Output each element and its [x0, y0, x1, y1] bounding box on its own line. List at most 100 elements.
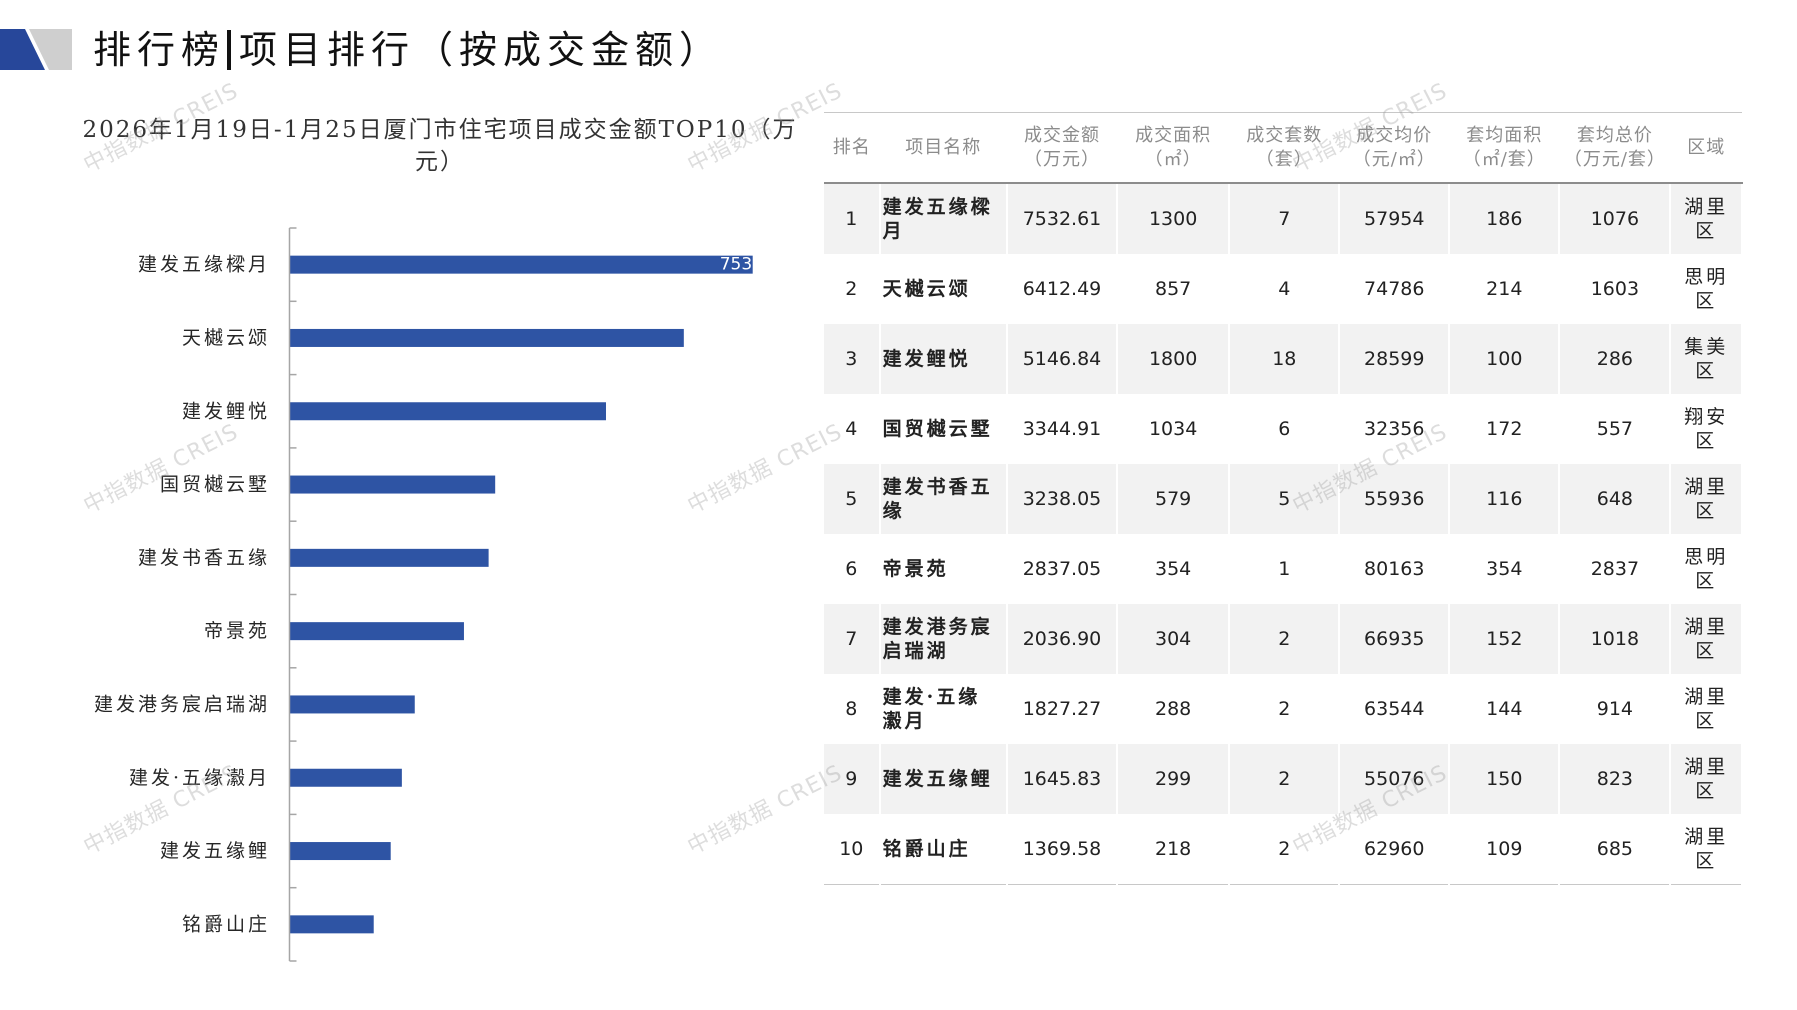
- ranking-table: 排名 项目名称 成交金额（万元） 成交面积（㎡） 成交套数（套） 成交均价（元/㎡） 套均面…: [824, 112, 1743, 885]
- table-body: 1 建发五缘樑月 7532.61 1300 7 57954 186 1076 湖里区 2 天樾云颂 6…: [824, 183, 1743, 885]
- avg-price-cell: 63544: [1339, 674, 1451, 744]
- avg-unit-total-price-cell: 914: [1559, 674, 1672, 744]
- deal-amount-cell: 7532.61: [1006, 183, 1118, 254]
- avg-unit-total-price-cell: 557: [1559, 394, 1672, 464]
- deal-area-cell: 857: [1116, 254, 1231, 324]
- avg-unit-total-price-cell: 286: [1559, 324, 1672, 394]
- bar: [289, 768, 402, 787]
- deal-units-cell: 6: [1229, 394, 1341, 464]
- avg-price-cell: 80163: [1339, 534, 1451, 604]
- deal-amount-cell: 1645.83: [1006, 744, 1118, 814]
- project-name-cell: 建发·五缘瀫月: [879, 674, 1008, 744]
- category-label: 建发书香五缘: [138, 547, 270, 569]
- category-label: 建发五缘鲤: [160, 840, 270, 862]
- deal-amount-cell: 6412.49: [1006, 254, 1118, 324]
- project-name-cell: 铭爵山庄: [879, 814, 1008, 885]
- deal-amount-cell: 3344.91: [1006, 394, 1118, 464]
- rank-cell: 7: [824, 604, 881, 674]
- project-name-cell: 帝景苑: [879, 534, 1008, 604]
- deal-units-cell: 7: [1229, 183, 1341, 254]
- column-header-deal-units: 成交套数（套）: [1229, 112, 1340, 184]
- avg-unit-area-cell: 186: [1449, 183, 1561, 254]
- page-title-main: 排行榜: [93, 28, 226, 72]
- deal-area-cell: 1034: [1116, 394, 1231, 464]
- logo-blue-block: [0, 29, 45, 70]
- district-cell: 思明区: [1670, 534, 1743, 604]
- avg-unit-area-cell: 109: [1449, 814, 1561, 885]
- category-label: 建发港务宸启瑞湖: [94, 693, 270, 715]
- table-row: 4 国贸樾云墅 3344.91 1034 6 32356 172 557 翔安区: [824, 394, 1743, 464]
- avg-unit-area-cell: 214: [1449, 254, 1561, 324]
- chart-title: 2026年1月19日-1月25日厦门市住宅项目成交金额TOP10（万元）: [82, 117, 798, 175]
- deal-amount-cell: 1369.58: [1006, 814, 1118, 885]
- avg-unit-area-cell: 152: [1449, 604, 1561, 674]
- table-row: 3 建发鲤悦 5146.84 1800 18 28599 100 286 集美区: [824, 324, 1743, 394]
- rank-cell: 6: [824, 534, 881, 604]
- avg-unit-area-cell: 150: [1449, 744, 1561, 814]
- district-cell: 湖里区: [1670, 183, 1743, 254]
- deal-units-cell: 2: [1229, 604, 1341, 674]
- table-row: 7 建发港务宸启瑞湖 2036.90 304 2 66935 152 1018 湖里区: [824, 604, 1743, 674]
- logo-gray-block: [29, 29, 72, 70]
- deal-area-cell: 218: [1116, 814, 1231, 885]
- bar: [289, 842, 391, 861]
- bar-chart: 建发五缘樑月 7532.61 天樾云颂建发鲤悦国贸樾云墅建发书香五缘帝景苑建发港务宸…: [94, 227, 753, 962]
- avg-price-cell: 32356: [1339, 394, 1451, 464]
- bar: [289, 402, 606, 421]
- table-row: 1 建发五缘樑月 7532.61 1300 7 57954 186 1076 湖里区: [824, 183, 1743, 254]
- avg-unit-area-cell: 354: [1449, 534, 1561, 604]
- deal-units-cell: 5: [1229, 464, 1341, 534]
- avg-price-cell: 28599: [1339, 324, 1451, 394]
- deal-area-cell: 304: [1116, 604, 1231, 674]
- avg-unit-total-price-cell: 1076: [1559, 183, 1672, 254]
- avg-price-cell: 74786: [1339, 254, 1451, 324]
- table-row: 6 帝景苑 2837.05 354 1 80163 354 2837 思明区: [824, 534, 1743, 604]
- avg-unit-total-price-cell: 1018: [1559, 604, 1672, 674]
- avg-price-cell: 55076: [1339, 744, 1451, 814]
- avg-price-cell: 66935: [1339, 604, 1451, 674]
- table-row: 10 铭爵山庄 1369.58 218 2 62960 109 685 湖里区: [824, 814, 1743, 885]
- category-label: 帝景苑: [204, 620, 270, 642]
- deal-area-cell: 299: [1116, 744, 1231, 814]
- avg-unit-area-cell: 172: [1449, 394, 1561, 464]
- category-label: 铭爵山庄: [182, 913, 270, 935]
- bar: [289, 622, 464, 641]
- district-cell: 湖里区: [1670, 604, 1743, 674]
- district-cell: 湖里区: [1670, 814, 1743, 885]
- deal-area-cell: 1300: [1116, 183, 1231, 254]
- table-row: 2 天樾云颂 6412.49 857 4 74786 214 1603 思明区: [824, 254, 1743, 324]
- bar: [289, 695, 415, 714]
- column-header-rank: 排名: [824, 112, 880, 184]
- project-name-cell: 建发五缘樑月: [879, 183, 1008, 254]
- deal-units-cell: 2: [1229, 814, 1341, 885]
- district-cell: 湖里区: [1670, 464, 1743, 534]
- column-header-project-name: 项目名称: [879, 112, 1007, 184]
- table-row: 5 建发书香五缘 3238.05 579 5 55936 116 648 湖里区: [824, 464, 1743, 534]
- column-header-avg-unit-total-price: 套均总价（万元/套）: [1559, 112, 1671, 184]
- deal-units-cell: 2: [1229, 674, 1341, 744]
- district-cell: 湖里区: [1670, 744, 1743, 814]
- project-name-cell: 建发五缘鲤: [879, 744, 1008, 814]
- avg-unit-total-price-cell: 648: [1559, 464, 1672, 534]
- avg-unit-area-cell: 144: [1449, 674, 1561, 744]
- rank-cell: 2: [824, 254, 881, 324]
- avg-unit-area-cell: 116: [1449, 464, 1561, 534]
- page-title-sub: 项目排行（按成交金额）: [239, 28, 724, 72]
- deal-units-cell: 4: [1229, 254, 1341, 324]
- category-label: 建发鲤悦: [182, 400, 270, 422]
- deal-amount-cell: 5146.84: [1006, 324, 1118, 394]
- deal-units-cell: 18: [1229, 324, 1341, 394]
- avg-price-cell: 55936: [1339, 464, 1451, 534]
- district-cell: 思明区: [1670, 254, 1743, 324]
- category-label: 建发五缘樑月: [138, 254, 270, 276]
- district-cell: 湖里区: [1670, 674, 1743, 744]
- table-row: 9 建发五缘鲤 1645.83 299 2 55076 150 823 湖里区: [824, 744, 1743, 814]
- avg-unit-total-price-cell: 823: [1559, 744, 1672, 814]
- rank-cell: 9: [824, 744, 881, 814]
- rank-cell: 8: [824, 674, 881, 744]
- table-row: 8 建发·五缘瀫月 1827.27 288 2 63544 144 914 湖里区: [824, 674, 1743, 744]
- deal-area-cell: 1800: [1116, 324, 1231, 394]
- district-cell: 翔安区: [1670, 394, 1743, 464]
- deal-amount-cell: 1827.27: [1006, 674, 1118, 744]
- project-name-cell: 天樾云颂: [879, 254, 1008, 324]
